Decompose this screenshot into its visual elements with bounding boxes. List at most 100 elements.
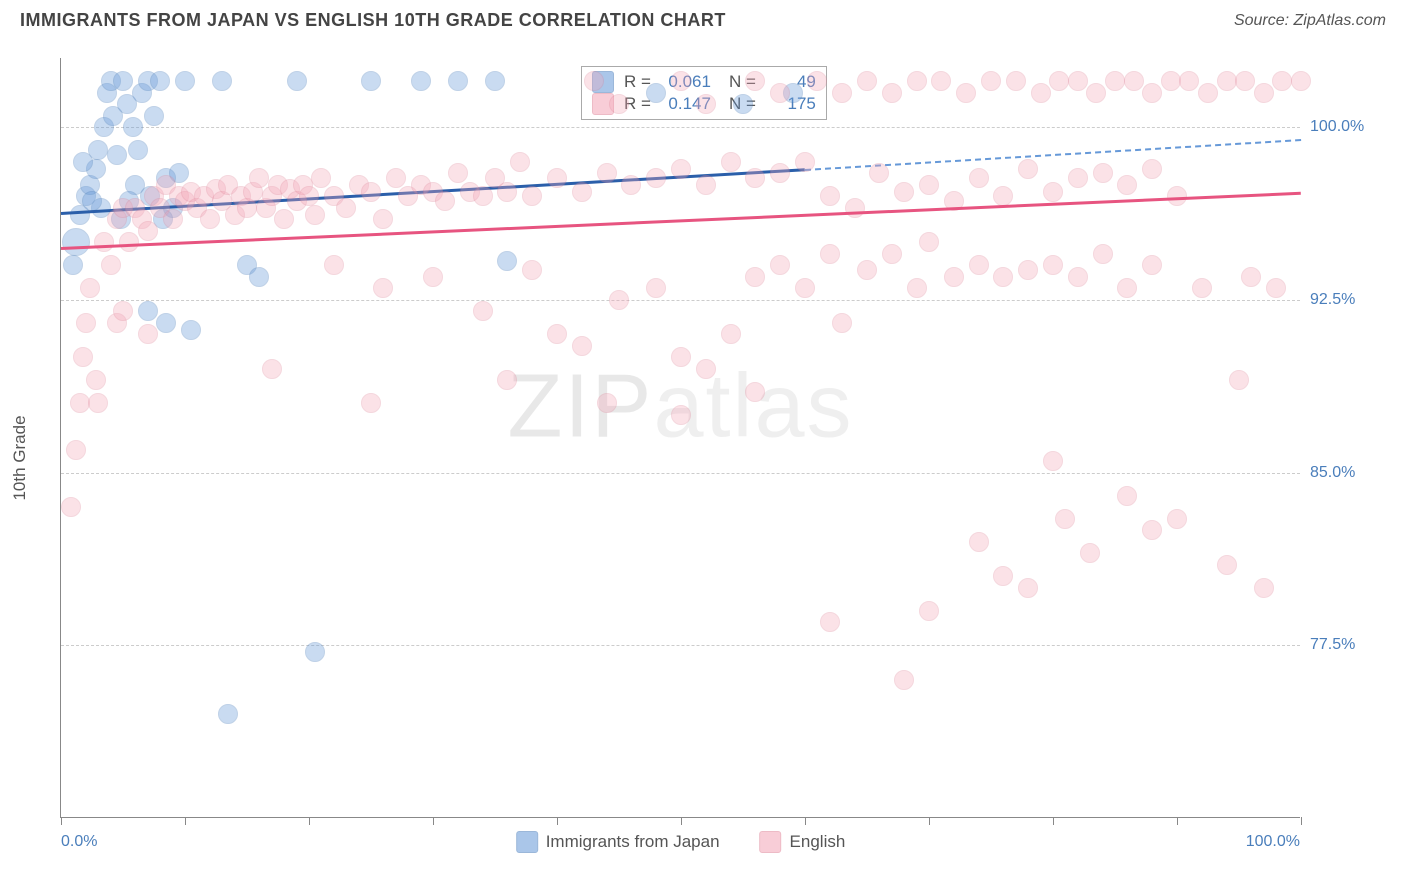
data-point-english [845, 198, 865, 218]
data-point-english [981, 71, 1001, 91]
x-tick [1053, 817, 1054, 825]
data-point-english [721, 324, 741, 344]
x-tick [433, 817, 434, 825]
data-point-english [1093, 163, 1113, 183]
data-point-english [919, 601, 939, 621]
data-point-english [1049, 71, 1069, 91]
data-point-english [646, 278, 666, 298]
data-point-english [1055, 509, 1075, 529]
data-point-english [80, 278, 100, 298]
data-point-english [609, 290, 629, 310]
data-point-english [70, 393, 90, 413]
data-point-japan [218, 704, 238, 724]
data-point-english [721, 152, 741, 172]
data-point-japan [113, 71, 133, 91]
data-point-english [671, 347, 691, 367]
x-tick [309, 817, 310, 825]
data-point-english [66, 440, 86, 460]
data-point-english [1217, 555, 1237, 575]
data-point-english [1093, 244, 1113, 264]
data-point-english [745, 382, 765, 402]
data-point-english [373, 209, 393, 229]
x-tick [681, 817, 682, 825]
chart-title: IMMIGRANTS FROM JAPAN VS ENGLISH 10TH GR… [20, 10, 726, 31]
data-point-japan [448, 71, 468, 91]
data-point-english [497, 370, 517, 390]
data-point-english [299, 186, 319, 206]
data-point-english [882, 83, 902, 103]
data-point-english [882, 244, 902, 264]
data-point-japan [63, 255, 83, 275]
data-point-english [473, 186, 493, 206]
data-point-english [1266, 278, 1286, 298]
data-point-english [1117, 278, 1137, 298]
data-point-english [1117, 486, 1137, 506]
data-point-english [1080, 543, 1100, 563]
data-point-english [1068, 168, 1088, 188]
legend-swatch-icon [760, 831, 782, 853]
data-point-japan [144, 106, 164, 126]
data-point-english [993, 566, 1013, 586]
data-point-english [919, 175, 939, 195]
data-point-english [510, 152, 530, 172]
data-point-english [770, 255, 790, 275]
data-point-english [1068, 267, 1088, 287]
x-tick [61, 817, 62, 825]
data-point-english [274, 209, 294, 229]
data-point-english [311, 168, 331, 188]
data-point-japan [73, 152, 93, 172]
data-point-english [1018, 260, 1038, 280]
data-point-english [894, 670, 914, 690]
data-point-english [795, 152, 815, 172]
data-point-english [1018, 578, 1038, 598]
data-point-english [473, 301, 493, 321]
data-point-english [547, 168, 567, 188]
data-point-english [671, 159, 691, 179]
data-point-japan [156, 313, 176, 333]
data-point-english [857, 71, 877, 91]
data-point-english [770, 83, 790, 103]
data-point-english [1167, 509, 1187, 529]
x-tick [557, 817, 558, 825]
data-point-english [497, 182, 517, 202]
legend-bottom: Immigrants from JapanEnglish [516, 831, 846, 853]
y-tick-label: 77.5% [1310, 636, 1380, 654]
data-point-english [547, 324, 567, 344]
data-point-japan [733, 94, 753, 114]
data-point-japan [305, 642, 325, 662]
data-point-english [597, 393, 617, 413]
data-point-english [1142, 520, 1162, 540]
y-axis-label: 10th Grade [10, 415, 30, 500]
data-point-english [931, 71, 951, 91]
y-tick-label: 92.5% [1310, 291, 1380, 309]
data-point-english [820, 612, 840, 632]
data-point-japan [361, 71, 381, 91]
data-point-english [61, 497, 81, 517]
data-point-japan [62, 228, 90, 256]
data-point-english [1179, 71, 1199, 91]
data-point-english [1124, 71, 1144, 91]
data-point-english [522, 260, 542, 280]
data-point-japan [107, 145, 127, 165]
data-point-english [597, 163, 617, 183]
data-point-english [969, 255, 989, 275]
data-point-english [857, 260, 877, 280]
data-point-english [1142, 83, 1162, 103]
data-point-japan [212, 71, 232, 91]
data-point-english [745, 168, 765, 188]
data-point-english [1117, 175, 1137, 195]
data-point-english [696, 94, 716, 114]
data-point-english [1068, 71, 1088, 91]
data-point-english [373, 278, 393, 298]
data-point-japan [485, 71, 505, 91]
data-point-english [1086, 83, 1106, 103]
data-point-english [1217, 71, 1237, 91]
data-point-japan [411, 71, 431, 91]
gridline [61, 127, 1300, 128]
data-point-english [88, 393, 108, 413]
data-point-english [696, 359, 716, 379]
x-tick [929, 817, 930, 825]
data-point-english [1235, 71, 1255, 91]
data-point-english [745, 267, 765, 287]
data-point-english [1043, 255, 1063, 275]
